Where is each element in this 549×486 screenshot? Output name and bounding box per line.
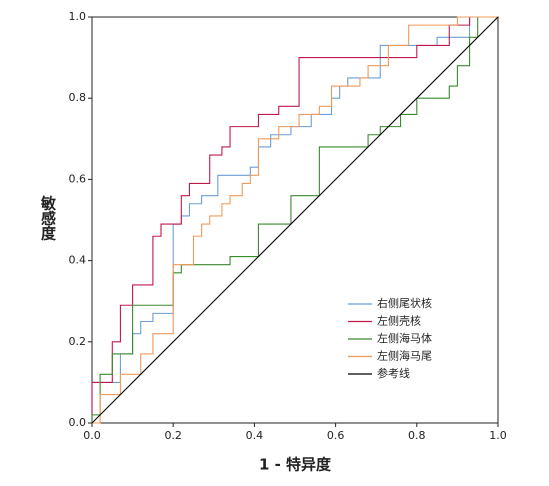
plot-frame (91, 16, 499, 424)
x-tick-label: 0.0 (83, 429, 101, 442)
y-tick-label: 1.0 (69, 10, 87, 23)
roc-line (91, 16, 498, 423)
y-tick-label: 0.4 (69, 254, 87, 267)
legend-label: 左侧海马体 (377, 331, 432, 345)
x-tick-label: 0.8 (408, 429, 426, 442)
y-tick-label: 0.0 (69, 416, 87, 429)
y-tick-label: 0.8 (69, 91, 87, 104)
roc-line (92, 16, 498, 424)
legend-label: 右侧尾状核 (377, 296, 432, 310)
roc-line (91, 16, 499, 424)
legend-label: 参考线 (377, 366, 410, 380)
x-tick-label: 0.6 (327, 429, 345, 442)
x-tick-label: 0.2 (164, 429, 182, 442)
y-axis-label: 敏感度 (39, 195, 57, 242)
roc-line (91, 16, 498, 423)
y-tick-label: 0.2 (69, 335, 87, 348)
legend-label: 左侧海马尾 (377, 349, 432, 363)
x-tick-label: 1.0 (489, 429, 507, 442)
y-tick-label: 0.6 (69, 172, 87, 185)
legend-label: 左侧壳核 (377, 314, 421, 328)
x-tick-label: 0.4 (246, 429, 264, 442)
x-axis-label: 1 - 特异度 (259, 456, 332, 474)
